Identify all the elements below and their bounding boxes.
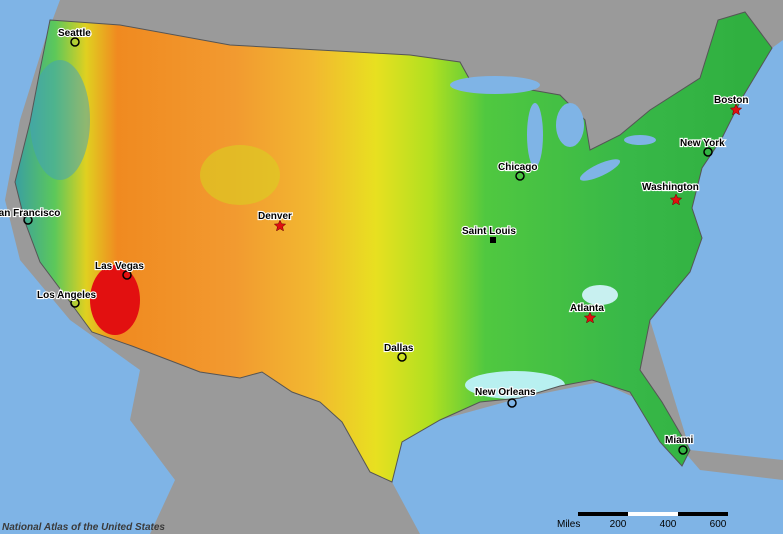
- coastal-zone: [30, 60, 90, 180]
- city-label: San Francisco: [0, 208, 60, 219]
- city-marker: [397, 352, 407, 362]
- city-label: Las Vegas: [95, 261, 144, 272]
- scale-tick-label: 200: [610, 519, 627, 530]
- city-marker: [23, 215, 33, 225]
- scale-unit: Miles: [557, 519, 580, 530]
- credit: National Atlas of the United States: [2, 522, 165, 533]
- hot-zone: [90, 265, 140, 335]
- city-marker: [678, 445, 688, 455]
- capital-marker: [273, 219, 287, 232]
- city-label: Atlanta: [570, 303, 604, 314]
- city-marker: [703, 147, 713, 157]
- scale-tick-label: 600: [710, 519, 727, 530]
- lake-huron: [556, 103, 584, 147]
- city-marker: [507, 398, 517, 408]
- city-label: Boston: [714, 95, 748, 106]
- city-marker: [490, 237, 496, 243]
- city-label: Seattle: [58, 28, 91, 39]
- scale-segment: [578, 512, 628, 516]
- pacific-ocean: [0, 0, 175, 534]
- gulf-of-mexico: [392, 382, 783, 534]
- mountain-zone: [200, 145, 280, 205]
- atlantic-ocean: [650, 40, 783, 460]
- city-label: Chicago: [498, 162, 537, 173]
- city-marker: [122, 270, 132, 280]
- lake-michigan: [527, 103, 543, 167]
- city-label: New York: [680, 138, 725, 149]
- city-label: Miami: [665, 435, 694, 446]
- city-label: Washington: [642, 182, 699, 193]
- city-label: Dallas: [384, 343, 414, 354]
- city-label: Saint Louis: [462, 226, 516, 237]
- city-marker: [515, 171, 525, 181]
- lake-superior: [450, 76, 540, 94]
- city-label: New Orleans: [475, 387, 536, 398]
- city-marker: [70, 37, 80, 47]
- scale-segment: [678, 512, 728, 516]
- cities: Seattle San Francisco Denver Las Vegas Los A…: [0, 27, 750, 455]
- city-label: Los Angeles: [37, 290, 97, 301]
- city-label: Denver: [258, 211, 292, 222]
- lake-erie: [579, 159, 621, 181]
- lake-ontario: [624, 135, 656, 145]
- city-marker: [70, 298, 80, 308]
- scale-segment: [628, 512, 678, 516]
- capital-marker: [669, 193, 683, 206]
- scale-tick-label: 400: [660, 519, 677, 530]
- capital-marker: [729, 103, 743, 116]
- scale-bar: Miles 200 400 600: [557, 512, 728, 530]
- capital-marker: [583, 311, 597, 324]
- cool-zone: [582, 285, 618, 305]
